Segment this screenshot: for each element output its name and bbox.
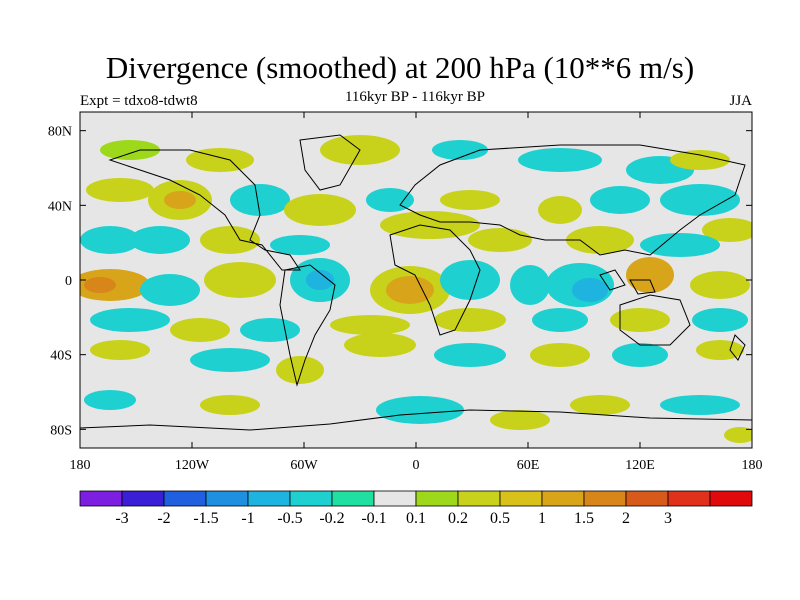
colorbar-swatch-13 (625, 490, 669, 507)
lon-tick-label: 120W (175, 458, 210, 473)
colorbar-label: -0.5 (277, 510, 302, 527)
colorbar-swatch-8 (415, 490, 459, 507)
colorbar-swatch-1 (121, 490, 165, 507)
colorbar-swatch-7 (373, 490, 417, 507)
colorbar-swatch-15 (709, 490, 753, 507)
season-label: JJA (729, 93, 752, 109)
colorbar-label: -0.2 (319, 510, 344, 527)
colorbar-swatch-6 (331, 490, 375, 507)
colorbar-swatch-2 (163, 490, 207, 507)
colorbar-swatch-14 (667, 490, 711, 507)
colorbar-label: -1 (241, 510, 254, 527)
lat-tick-label: 0 (65, 274, 72, 289)
colorbar-label: 3 (664, 510, 672, 527)
period-label: 116kyr BP - 116kyr BP (344, 89, 485, 105)
latitude-axis: 80N 40N 0 40S 80S (48, 125, 752, 438)
lon-tick-label: 60W (290, 458, 318, 473)
colorbar-label: 0.1 (406, 510, 426, 527)
colorbar-label: 0.2 (448, 510, 468, 527)
plot-title: Divergence (smoothed) at 200 hPa (10**6 … (105, 50, 695, 85)
colorbar-label: -2 (157, 510, 170, 527)
colorbar-swatch-3 (205, 490, 249, 507)
lon-tick-label: 120E (625, 458, 655, 473)
experiment-label: Expt = tdxo8-tdwt8 (80, 93, 198, 109)
longitude-axis: 180 120W 60W 0 60E 120E 180 (70, 112, 763, 473)
lon-tick-label: 0 (413, 458, 420, 473)
lat-tick-label: 80S (50, 423, 72, 438)
colorbar-swatch-12 (583, 490, 627, 507)
colorbar: -3 -2 -1.5 -1 -0.5 -0.2 -0.1 0.1 0.2 0.5 1 1.5 2 3 (79, 490, 753, 527)
colorbar-swatch-10 (499, 490, 543, 507)
lat-tick-label: 40S (50, 349, 72, 364)
colorbar-label: -0.1 (361, 510, 386, 527)
colorbar-label: 1 (538, 510, 546, 527)
lon-tick-label: 180 (70, 458, 91, 473)
colorbar-swatch-5 (289, 490, 333, 507)
colorbar-label: -1.5 (193, 510, 218, 527)
colorbar-label: 2 (622, 510, 630, 527)
colorbar-swatch-0 (79, 490, 123, 507)
lon-tick-label: 60E (517, 458, 540, 473)
divergence-contour-fill (80, 135, 752, 443)
colorbar-swatch-11 (541, 490, 585, 507)
colorbar-label: 1.5 (574, 510, 594, 527)
colorbar-label: -3 (115, 510, 128, 527)
colorbar-swatch-4 (247, 490, 291, 507)
lat-tick-label: 80N (48, 125, 72, 140)
coastlines (80, 134, 752, 431)
lat-tick-label: 40N (48, 199, 72, 214)
colorbar-label: 0.5 (490, 510, 510, 527)
lon-tick-label: 180 (742, 458, 763, 473)
colorbar-swatch-9 (457, 490, 501, 507)
